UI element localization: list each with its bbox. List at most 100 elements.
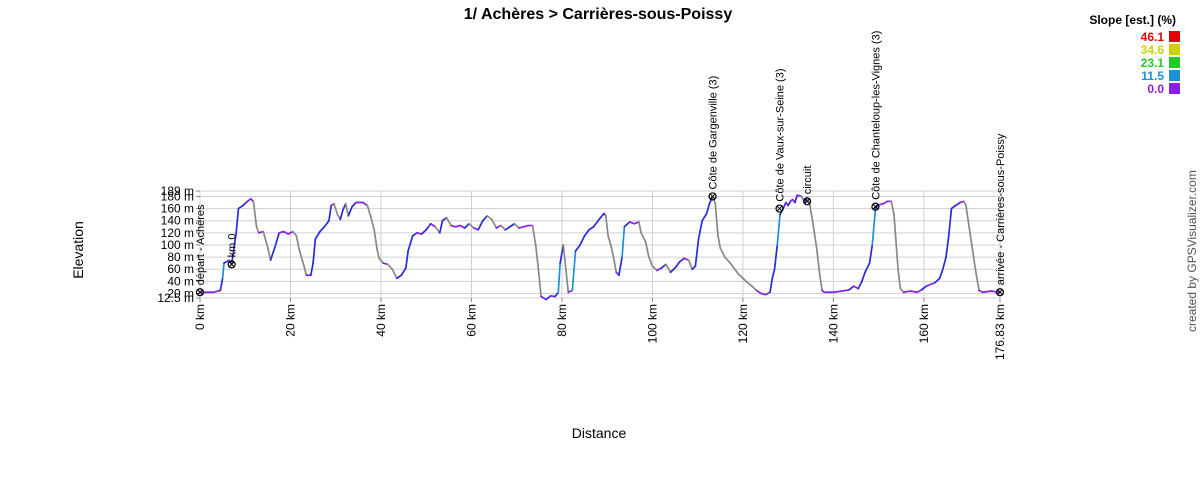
waypoint-label: départ - Achères	[195, 204, 207, 285]
profile-segment	[395, 274, 403, 280]
x-tick-label: 120 km	[736, 304, 750, 343]
profile-segment	[223, 259, 231, 264]
waypoint-label: Côte de Gargenville (3)	[708, 76, 720, 190]
profile-segment	[588, 225, 595, 231]
waypoint-label: Côte de Vaux-sur-Seine (3)	[775, 68, 787, 201]
profile-segment	[434, 225, 441, 234]
profile-segment	[592, 219, 599, 228]
profile-segment	[400, 267, 407, 277]
profile-segment	[815, 247, 821, 277]
x-tick-label: 60 km	[464, 304, 478, 337]
profile-segment	[665, 263, 672, 274]
profile-segment	[882, 200, 889, 205]
credit-text[interactable]: created by GPSVisualizer.com	[1185, 170, 1199, 332]
legend-swatch	[1169, 70, 1180, 81]
waypoint-label: km 0	[227, 234, 239, 258]
profile-segment	[429, 222, 437, 228]
profile-segment	[861, 271, 866, 283]
profile-segment	[370, 216, 376, 231]
profile-segment	[717, 235, 722, 249]
profile-segment	[746, 281, 753, 288]
profile-segment	[509, 222, 516, 228]
profile-segment	[942, 256, 947, 271]
profile-segment	[728, 261, 735, 269]
y-tick-label: 100 m	[161, 238, 194, 252]
profile-segment	[890, 200, 895, 216]
profile-segment	[694, 238, 700, 268]
elevation-profile	[199, 194, 1001, 301]
legend-swatch	[1169, 31, 1180, 42]
profile-segment	[971, 250, 977, 274]
x-tick-label: 100 km	[645, 304, 659, 343]
profile-segment	[920, 285, 927, 291]
y-tick-label: 120 m	[161, 226, 194, 240]
waypoint-marker	[995, 288, 1005, 297]
profile-segment	[902, 290, 912, 294]
profile-segment	[637, 221, 642, 234]
profile-segment	[640, 231, 647, 243]
x-axis-ticks: 0 km 20 km 40 km 60 km 80 km 100 km 120 km 140 …	[193, 298, 1007, 360]
chart-title: 1/ Achères > Carrières-sous-Poissy	[464, 6, 733, 23]
profile-segment	[312, 238, 317, 264]
profile-segment	[303, 265, 308, 277]
x-axis-title: Distance	[572, 425, 627, 441]
waypoint-marker	[195, 288, 205, 297]
waypoint-cross	[228, 261, 235, 268]
profile-segment	[562, 244, 567, 268]
profile-segment	[319, 225, 326, 233]
y-tick-label: 40 m	[167, 274, 194, 288]
profile-segment	[990, 290, 1000, 294]
profile-segment	[737, 273, 744, 280]
profile-segment	[742, 277, 749, 284]
waypoint-label: Côte de Chanteloup-les-Vignes (3)	[870, 31, 882, 200]
profile-segment	[579, 235, 586, 246]
profile-segment	[947, 207, 953, 237]
profile-segment	[287, 230, 294, 235]
profile-segment	[669, 267, 676, 274]
profile-segment	[868, 244, 874, 264]
slope-legend: Slope [est.] (%) 46.134.623.111.50.0	[1089, 13, 1180, 96]
profile-segment	[597, 212, 605, 222]
profile-segment	[554, 291, 560, 298]
profile-segment	[540, 295, 547, 301]
waypoint-cross	[197, 289, 203, 296]
profile-segment	[755, 289, 762, 295]
waypoint-cross	[997, 289, 1003, 296]
profile-segment	[764, 291, 771, 296]
profile-segment	[255, 225, 260, 234]
profile-segment	[714, 202, 719, 237]
profile-segment	[230, 231, 238, 266]
profile-segment	[273, 231, 281, 249]
x-tick-label: 140 km	[826, 304, 840, 343]
profile-segment	[407, 235, 414, 252]
y-tick-label: 189 m	[161, 184, 194, 198]
profile-segment	[894, 238, 899, 271]
x-tick-label: 80 km	[555, 304, 569, 337]
profile-segment	[945, 235, 950, 258]
profile-segment	[871, 207, 877, 246]
y-tick-label: 12.5 m	[157, 291, 194, 305]
profile-segment	[362, 201, 369, 207]
y-tick-label: 180 m	[161, 189, 194, 203]
profile-segment	[328, 204, 333, 222]
waypoint-marker	[708, 192, 717, 201]
profile-segment	[495, 224, 502, 229]
profile-segment	[391, 268, 398, 280]
y-axis-title: Elevation	[70, 221, 86, 279]
legend-value: 11.5	[1141, 69, 1164, 83]
profile-segment	[481, 215, 489, 222]
profile-segment	[732, 267, 740, 275]
profile-segment	[719, 247, 726, 258]
profile-segment	[463, 222, 471, 229]
waypoint-marker	[775, 204, 784, 213]
profile-segment	[490, 218, 498, 229]
x-tick-label: 160 km	[917, 304, 931, 343]
profile-segment	[309, 262, 314, 277]
profile-segment	[687, 259, 694, 271]
profile-segment	[697, 219, 704, 240]
profile-segment	[782, 201, 787, 210]
x-tick-label: 20 km	[283, 304, 297, 337]
waypoint-marker	[803, 197, 812, 206]
profile-segment	[269, 247, 276, 261]
